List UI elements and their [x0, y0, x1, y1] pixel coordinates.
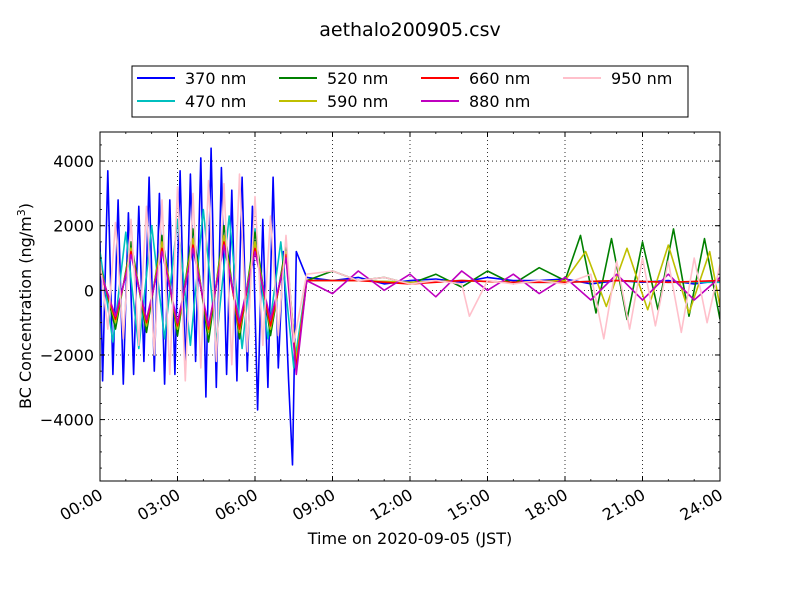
- y-tick-label: 0: [84, 281, 94, 300]
- x-tick-labels: 00:00 03:00 06:00 09:00 12:00 15:00 18:00 21:00…: [57, 485, 726, 525]
- x-tick-label: 00:00: [57, 485, 106, 525]
- plot-frame: [99, 131, 721, 482]
- y-tick-labels: 4000 2000 0 −2000 −4000: [40, 152, 94, 430]
- y-axis-label: BC Concentration (ng/m3): [15, 203, 36, 409]
- chart-title: aethalo200905.csv: [319, 19, 501, 41]
- grid-lines: [100, 132, 720, 481]
- legend-label: 370 nm: [185, 69, 246, 88]
- y-axis-label-superscript: 3: [15, 209, 28, 216]
- series-line-880-nm: [100, 244, 720, 376]
- y-axis-label-tail: ): [16, 203, 35, 209]
- legend-label: 660 nm: [469, 69, 530, 88]
- legend-label: 950 nm: [611, 69, 672, 88]
- y-tick-label: −4000: [40, 411, 94, 430]
- series-line-370-nm: [100, 147, 720, 466]
- x-tick-label: 15:00: [444, 485, 493, 525]
- x-tick-label: 03:00: [134, 485, 183, 525]
- y-tick-label: 2000: [53, 217, 94, 236]
- legend-label: 880 nm: [469, 92, 530, 111]
- series-line-950-nm: [100, 173, 720, 382]
- x-tick-label: 06:00: [212, 485, 261, 525]
- legend-label: 590 nm: [327, 92, 388, 111]
- legend: 370 nm 470 nm 520 nm 590 nm 660 nm 880 nm 950 …: [131, 65, 689, 118]
- x-tick-label: 24:00: [677, 485, 726, 525]
- legend-label: 470 nm: [185, 92, 246, 111]
- legend-label: 520 nm: [327, 69, 388, 88]
- x-tick-label: 12:00: [367, 485, 416, 525]
- x-tick-label: 21:00: [599, 485, 648, 525]
- x-tick-label: 18:00: [522, 485, 571, 525]
- series-lines: [100, 147, 720, 466]
- y-tick-label: 4000: [53, 152, 94, 171]
- y-axis-label-main: BC Concentration (ng/m: [16, 216, 35, 409]
- legend-box: [131, 65, 689, 118]
- x-axis-label: Time on 2020-09-05 (JST): [307, 529, 512, 548]
- x-tick-label: 09:00: [289, 485, 338, 525]
- y-tick-label: −2000: [40, 346, 94, 365]
